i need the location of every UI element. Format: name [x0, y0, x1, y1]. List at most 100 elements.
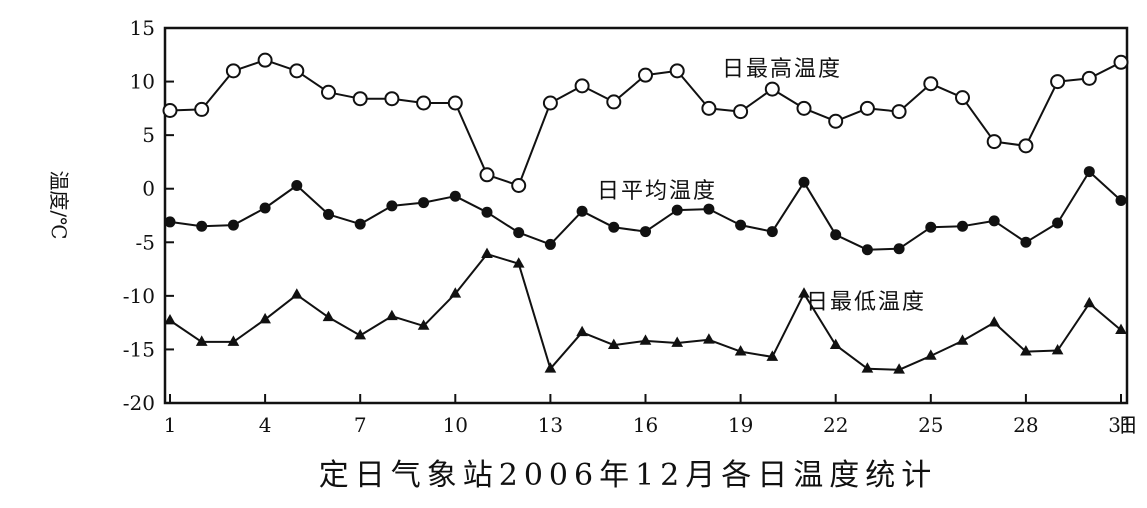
data-point: [290, 288, 303, 299]
data-point: [225, 63, 241, 79]
data-point: [386, 200, 398, 212]
data-point: [893, 243, 905, 255]
y-tick-label: -5: [136, 230, 155, 254]
x-axis-unit-label: 日: [1118, 413, 1138, 437]
y-tick-label: -10: [123, 284, 155, 308]
data-point: [164, 216, 176, 228]
y-tick-label: -15: [123, 337, 155, 361]
y-tick-label: 0: [142, 177, 155, 201]
data-point: [671, 336, 684, 347]
data-point: [1050, 74, 1066, 90]
x-tick-label: 10: [443, 413, 468, 437]
data-point: [1051, 344, 1064, 355]
data-point: [481, 247, 493, 258]
y-tick-label: 10: [130, 70, 155, 94]
chart-title: 定日气象站2006年12月各日温度统计: [319, 458, 938, 493]
data-point: [671, 204, 683, 216]
data-point: [1018, 138, 1034, 154]
data-point: [354, 329, 367, 340]
data-point: [386, 309, 398, 321]
data-point: [576, 205, 588, 217]
data-point: [638, 67, 653, 83]
data-point: [701, 100, 717, 116]
data-point: [893, 363, 905, 374]
x-tick-label: 4: [259, 413, 272, 437]
data-point: [766, 350, 779, 361]
data-point: [289, 63, 305, 79]
series-label-min: 日最低温度: [806, 290, 926, 315]
plot-frame: [163, 26, 1129, 405]
data-point: [291, 180, 303, 191]
x-tick-label: 16: [633, 413, 658, 437]
data-point: [257, 52, 273, 68]
series-label-max: 日最高温度: [722, 57, 842, 82]
data-point: [352, 91, 368, 107]
data-point: [861, 362, 874, 373]
data-point: [828, 113, 844, 129]
data-point: [640, 226, 651, 238]
x-axis-ticks: 1 4 7 10 13 16 19 22 25 28 31: [164, 394, 1134, 437]
y-tick-label: 5: [142, 123, 155, 147]
data-point: [354, 218, 366, 230]
data-point: [1083, 166, 1095, 178]
data-point: [227, 335, 240, 346]
x-tick-label: 19: [728, 413, 753, 437]
data-point: [607, 338, 620, 350]
data-point: [734, 345, 747, 356]
series-label-mean: 日平均温度: [597, 179, 717, 204]
data-point: [956, 334, 969, 345]
data-point: [703, 203, 715, 215]
x-tick-label: 31: [1108, 413, 1133, 437]
data-point: [924, 349, 937, 360]
data-point: [544, 362, 557, 373]
data-point: [861, 244, 873, 256]
data-point: [957, 220, 968, 232]
data-point: [891, 104, 907, 120]
y-tick-label: 15: [130, 16, 155, 40]
data-point: [447, 95, 463, 111]
data-point: [955, 90, 970, 106]
data-point: [574, 78, 590, 94]
y-axis-ticks: 15 10 5 0 -5 -10 -15 -20: [123, 16, 174, 415]
data-point: [323, 208, 334, 220]
data-point: [384, 91, 400, 107]
data-point: [766, 226, 778, 238]
data-point: [576, 325, 588, 337]
data-point: [544, 238, 556, 250]
data-point: [259, 312, 271, 324]
data-point: [1020, 345, 1032, 356]
data-point: [481, 206, 493, 218]
data-point: [986, 134, 1002, 150]
data-point: [988, 215, 1000, 227]
y-axis-title: 温度/℃: [47, 170, 71, 239]
data-point: [1081, 70, 1097, 86]
data-point: [1115, 323, 1127, 335]
data-point: [196, 220, 208, 232]
data-point: [322, 310, 335, 322]
data-point: [923, 76, 939, 92]
data-point: [512, 257, 525, 268]
x-tick-label: 1: [164, 413, 177, 437]
data-point: [606, 94, 622, 110]
data-point: [449, 287, 462, 298]
data-point: [859, 100, 875, 116]
data-point: [513, 227, 525, 239]
data-point: [703, 333, 715, 344]
data-point: [479, 167, 495, 183]
data-point: [195, 335, 208, 346]
x-tick-label: 25: [918, 413, 943, 437]
data-point: [830, 229, 842, 241]
x-tick-label: 7: [354, 413, 367, 437]
data-point: [162, 103, 178, 118]
data-point: [194, 101, 210, 117]
data-point: [418, 197, 430, 209]
y-tick-label: -20: [123, 391, 155, 415]
data-point: [449, 190, 461, 202]
data-point: [1052, 217, 1064, 229]
data-point: [733, 104, 749, 120]
data-point: [798, 287, 810, 298]
x-tick-label: 13: [538, 413, 563, 437]
data-point: [417, 319, 430, 330]
data-point: [416, 95, 432, 111]
data-point: [798, 176, 810, 188]
